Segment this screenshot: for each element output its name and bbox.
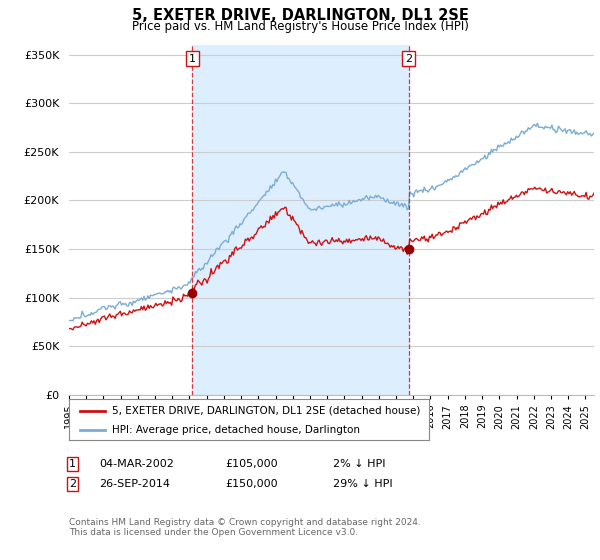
Bar	[193, 45, 409, 395]
Text: 29% ↓ HPI: 29% ↓ HPI	[333, 479, 392, 489]
Text: Contains HM Land Registry data © Crown copyright and database right 2024.
This d: Contains HM Land Registry data © Crown c…	[69, 518, 421, 538]
Text: £150,000: £150,000	[225, 479, 278, 489]
Text: Price paid vs. HM Land Registry's House Price Index (HPI): Price paid vs. HM Land Registry's House …	[131, 20, 469, 32]
Text: 26-SEP-2014: 26-SEP-2014	[99, 479, 170, 489]
Text: 5, EXETER DRIVE, DARLINGTON, DL1 2SE (detached house): 5, EXETER DRIVE, DARLINGTON, DL1 2SE (de…	[112, 405, 421, 416]
Text: HPI: Average price, detached house, Darlington: HPI: Average price, detached house, Darl…	[112, 424, 360, 435]
Text: £105,000: £105,000	[225, 459, 278, 469]
Text: 1: 1	[189, 54, 196, 63]
Text: 1: 1	[69, 459, 76, 469]
Text: 2: 2	[405, 54, 412, 63]
Text: 2% ↓ HPI: 2% ↓ HPI	[333, 459, 386, 469]
Text: 2: 2	[69, 479, 76, 489]
Text: 04-MAR-2002: 04-MAR-2002	[99, 459, 174, 469]
Text: 5, EXETER DRIVE, DARLINGTON, DL1 2SE: 5, EXETER DRIVE, DARLINGTON, DL1 2SE	[131, 8, 469, 24]
